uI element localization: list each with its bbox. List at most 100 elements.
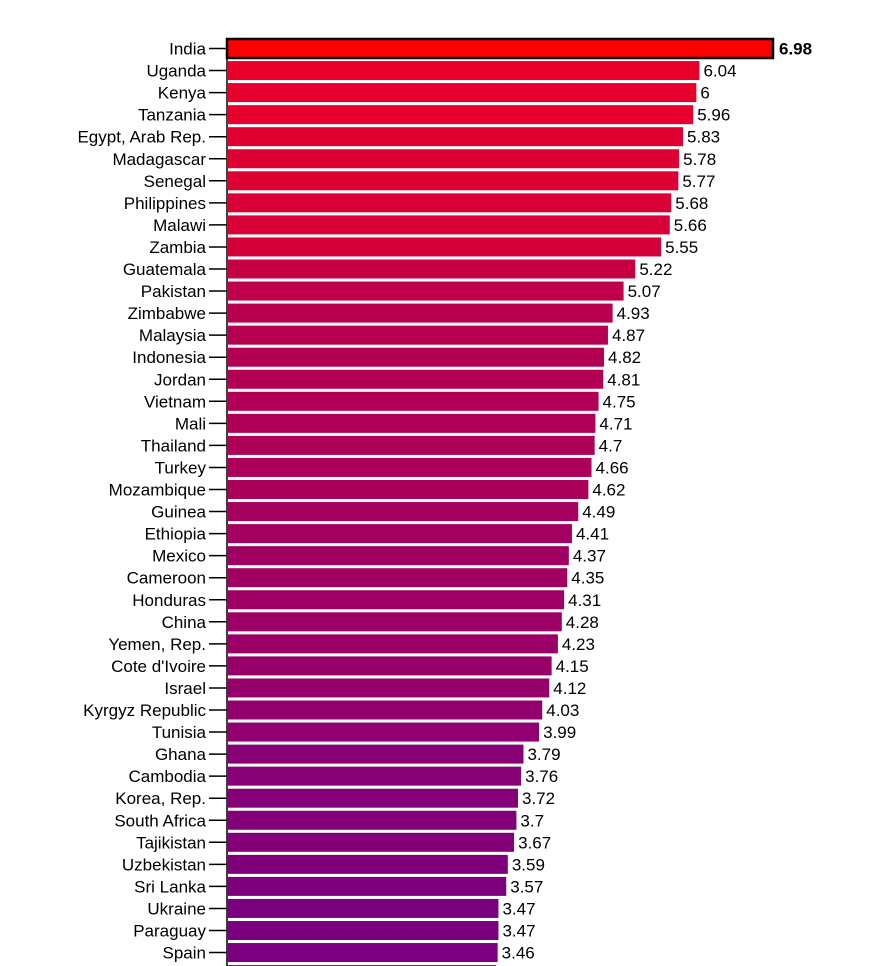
y-tick-label: Kenya: [158, 84, 207, 103]
y-tick-label: Uganda: [146, 62, 206, 81]
bar-guatemala[interactable]: [227, 259, 636, 279]
data-label: 5.83: [687, 128, 720, 147]
y-tick-label: Zimbabwe: [128, 304, 206, 323]
data-label: 3.99: [543, 723, 576, 742]
bar-mozambique[interactable]: [227, 480, 589, 499]
data-label: 5.22: [639, 260, 672, 279]
bar-korea-rep[interactable]: [227, 788, 518, 808]
data-label: 4.66: [596, 458, 629, 477]
bar-zimbabwe[interactable]: [227, 303, 613, 323]
y-tick-label: China: [162, 613, 207, 632]
bar-south-africa[interactable]: [227, 810, 517, 830]
bar-pakistan[interactable]: [227, 281, 624, 301]
bar-jordan[interactable]: [227, 369, 604, 389]
bar-ukraine[interactable]: [227, 898, 499, 918]
y-tick-label: Cambodia: [129, 767, 207, 786]
bar-tunisia[interactable]: [227, 722, 540, 742]
bar-cameroon[interactable]: [227, 568, 568, 588]
y-tick-label: Honduras: [132, 591, 206, 610]
y-tick-label: Malawi: [153, 216, 206, 235]
data-label: 4.12: [553, 679, 586, 698]
y-tick-label: Indonesia: [132, 348, 206, 367]
data-label: 4.49: [582, 503, 615, 522]
data-label: 3.67: [518, 833, 551, 852]
bar-israel[interactable]: [227, 678, 550, 698]
y-tick-label: Malaysia: [139, 326, 207, 345]
data-label: 3.57: [510, 877, 543, 896]
y-tick-label: Egypt, Arab Rep.: [77, 128, 206, 147]
bar-cote-d-ivoire[interactable]: [227, 656, 552, 676]
bar-yemen-rep[interactable]: [227, 634, 558, 654]
bar-uganda[interactable]: [227, 61, 700, 81]
bar-sri-lanka[interactable]: [227, 876, 507, 896]
bar-cambodia[interactable]: [227, 766, 522, 786]
bar-thailand[interactable]: [227, 435, 595, 455]
bar-ethiopia[interactable]: [227, 524, 572, 544]
y-tick-label: Tajikistan: [136, 833, 206, 852]
y-tick-label: Spain: [163, 944, 206, 963]
y-tick-label: Mozambique: [109, 481, 206, 500]
y-tick-label: Paraguay: [133, 922, 206, 941]
data-label: 5.78: [683, 150, 716, 169]
data-label: 4.15: [556, 657, 589, 676]
bar-spain[interactable]: [227, 943, 498, 963]
bar-guinea[interactable]: [227, 502, 579, 522]
data-label: 5.77: [682, 172, 715, 191]
data-label: 3.72: [522, 789, 555, 808]
bar-turkey[interactable]: [227, 457, 592, 477]
y-tick-label: Cameroon: [127, 569, 206, 588]
data-label: 3.47: [502, 899, 535, 918]
bar-indonesia[interactable]: [227, 347, 605, 367]
data-label: 4.35: [571, 569, 604, 588]
bar-paraguay[interactable]: [227, 921, 499, 940]
y-tick-label: Thailand: [141, 436, 206, 455]
data-label: 6.98: [779, 40, 812, 59]
bar-india[interactable]: [225, 37, 775, 60]
bar-tajikistan[interactable]: [227, 832, 515, 852]
bar-ghana[interactable]: [227, 744, 524, 764]
y-tick-label: Zambia: [149, 238, 206, 257]
y-tick-label: India: [169, 40, 206, 59]
data-label: 4.71: [599, 414, 632, 433]
bar-egypt-arab-rep[interactable]: [227, 127, 684, 147]
bar-philippines[interactable]: [227, 193, 672, 213]
data-label: 5.96: [697, 106, 730, 125]
data-label: 4.28: [566, 613, 599, 632]
bar-tanzania[interactable]: [227, 105, 694, 125]
bar-china[interactable]: [227, 612, 562, 632]
bar-vietnam[interactable]: [227, 391, 599, 411]
data-label: 4.31: [568, 591, 601, 610]
bar-uzbekistan[interactable]: [227, 854, 508, 874]
bar-mexico[interactable]: [227, 546, 569, 566]
bar-malawi[interactable]: [227, 215, 670, 235]
bar-kyrgyz-republic[interactable]: [227, 700, 543, 720]
bar-malaysia[interactable]: [227, 325, 608, 345]
y-tick-label: Ethiopia: [145, 525, 207, 544]
data-label: 3.47: [502, 922, 535, 941]
y-tick-label: Pakistan: [141, 282, 206, 301]
data-label: 4.93: [617, 304, 650, 323]
bar-mali[interactable]: [227, 413, 596, 433]
data-label: 3.79: [527, 745, 560, 764]
y-tick-label: South Africa: [114, 811, 206, 830]
data-label: 5.55: [665, 238, 698, 257]
data-label: 4.37: [573, 547, 606, 566]
y-tick-label: Ukraine: [147, 899, 206, 918]
y-tick-label: Senegal: [144, 172, 206, 191]
data-label: 3.7: [520, 811, 544, 830]
data-label: 5.66: [674, 216, 707, 235]
y-tick-label: Korea, Rep.: [115, 789, 206, 808]
bar-kenya[interactable]: [227, 83, 697, 103]
data-label: 4.23: [562, 635, 595, 654]
y-tick-label: Guatemala: [123, 260, 207, 279]
data-label: 4.82: [608, 348, 641, 367]
bar-honduras[interactable]: [227, 590, 565, 610]
data-label: 3.76: [525, 767, 558, 786]
y-tick-label: Tunisia: [152, 723, 207, 742]
bar-zambia[interactable]: [227, 237, 662, 257]
y-tick-label: Philippines: [124, 194, 206, 213]
bar-madagascar[interactable]: [227, 149, 680, 169]
data-label: 4.87: [612, 326, 645, 345]
data-label: 4.7: [599, 436, 623, 455]
bar-senegal[interactable]: [227, 171, 679, 191]
